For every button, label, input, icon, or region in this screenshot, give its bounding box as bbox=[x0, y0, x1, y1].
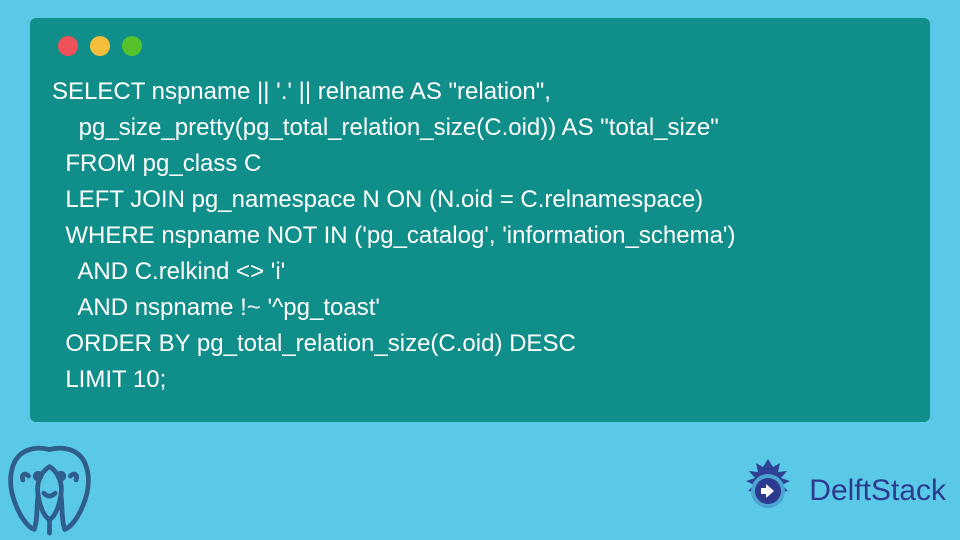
close-icon bbox=[58, 36, 78, 56]
delftstack-badge-icon bbox=[733, 456, 803, 526]
postgresql-elephant-icon bbox=[2, 438, 97, 538]
sql-code-block: SELECT nspname || '.' || relname AS "rel… bbox=[52, 74, 908, 398]
code-window: SELECT nspname || '.' || relname AS "rel… bbox=[30, 18, 930, 422]
maximize-icon bbox=[122, 36, 142, 56]
minimize-icon bbox=[90, 36, 110, 56]
delftstack-logo: DelftStack bbox=[733, 456, 946, 526]
window-traffic-lights bbox=[52, 36, 908, 56]
delftstack-label: DelftStack bbox=[809, 474, 946, 508]
